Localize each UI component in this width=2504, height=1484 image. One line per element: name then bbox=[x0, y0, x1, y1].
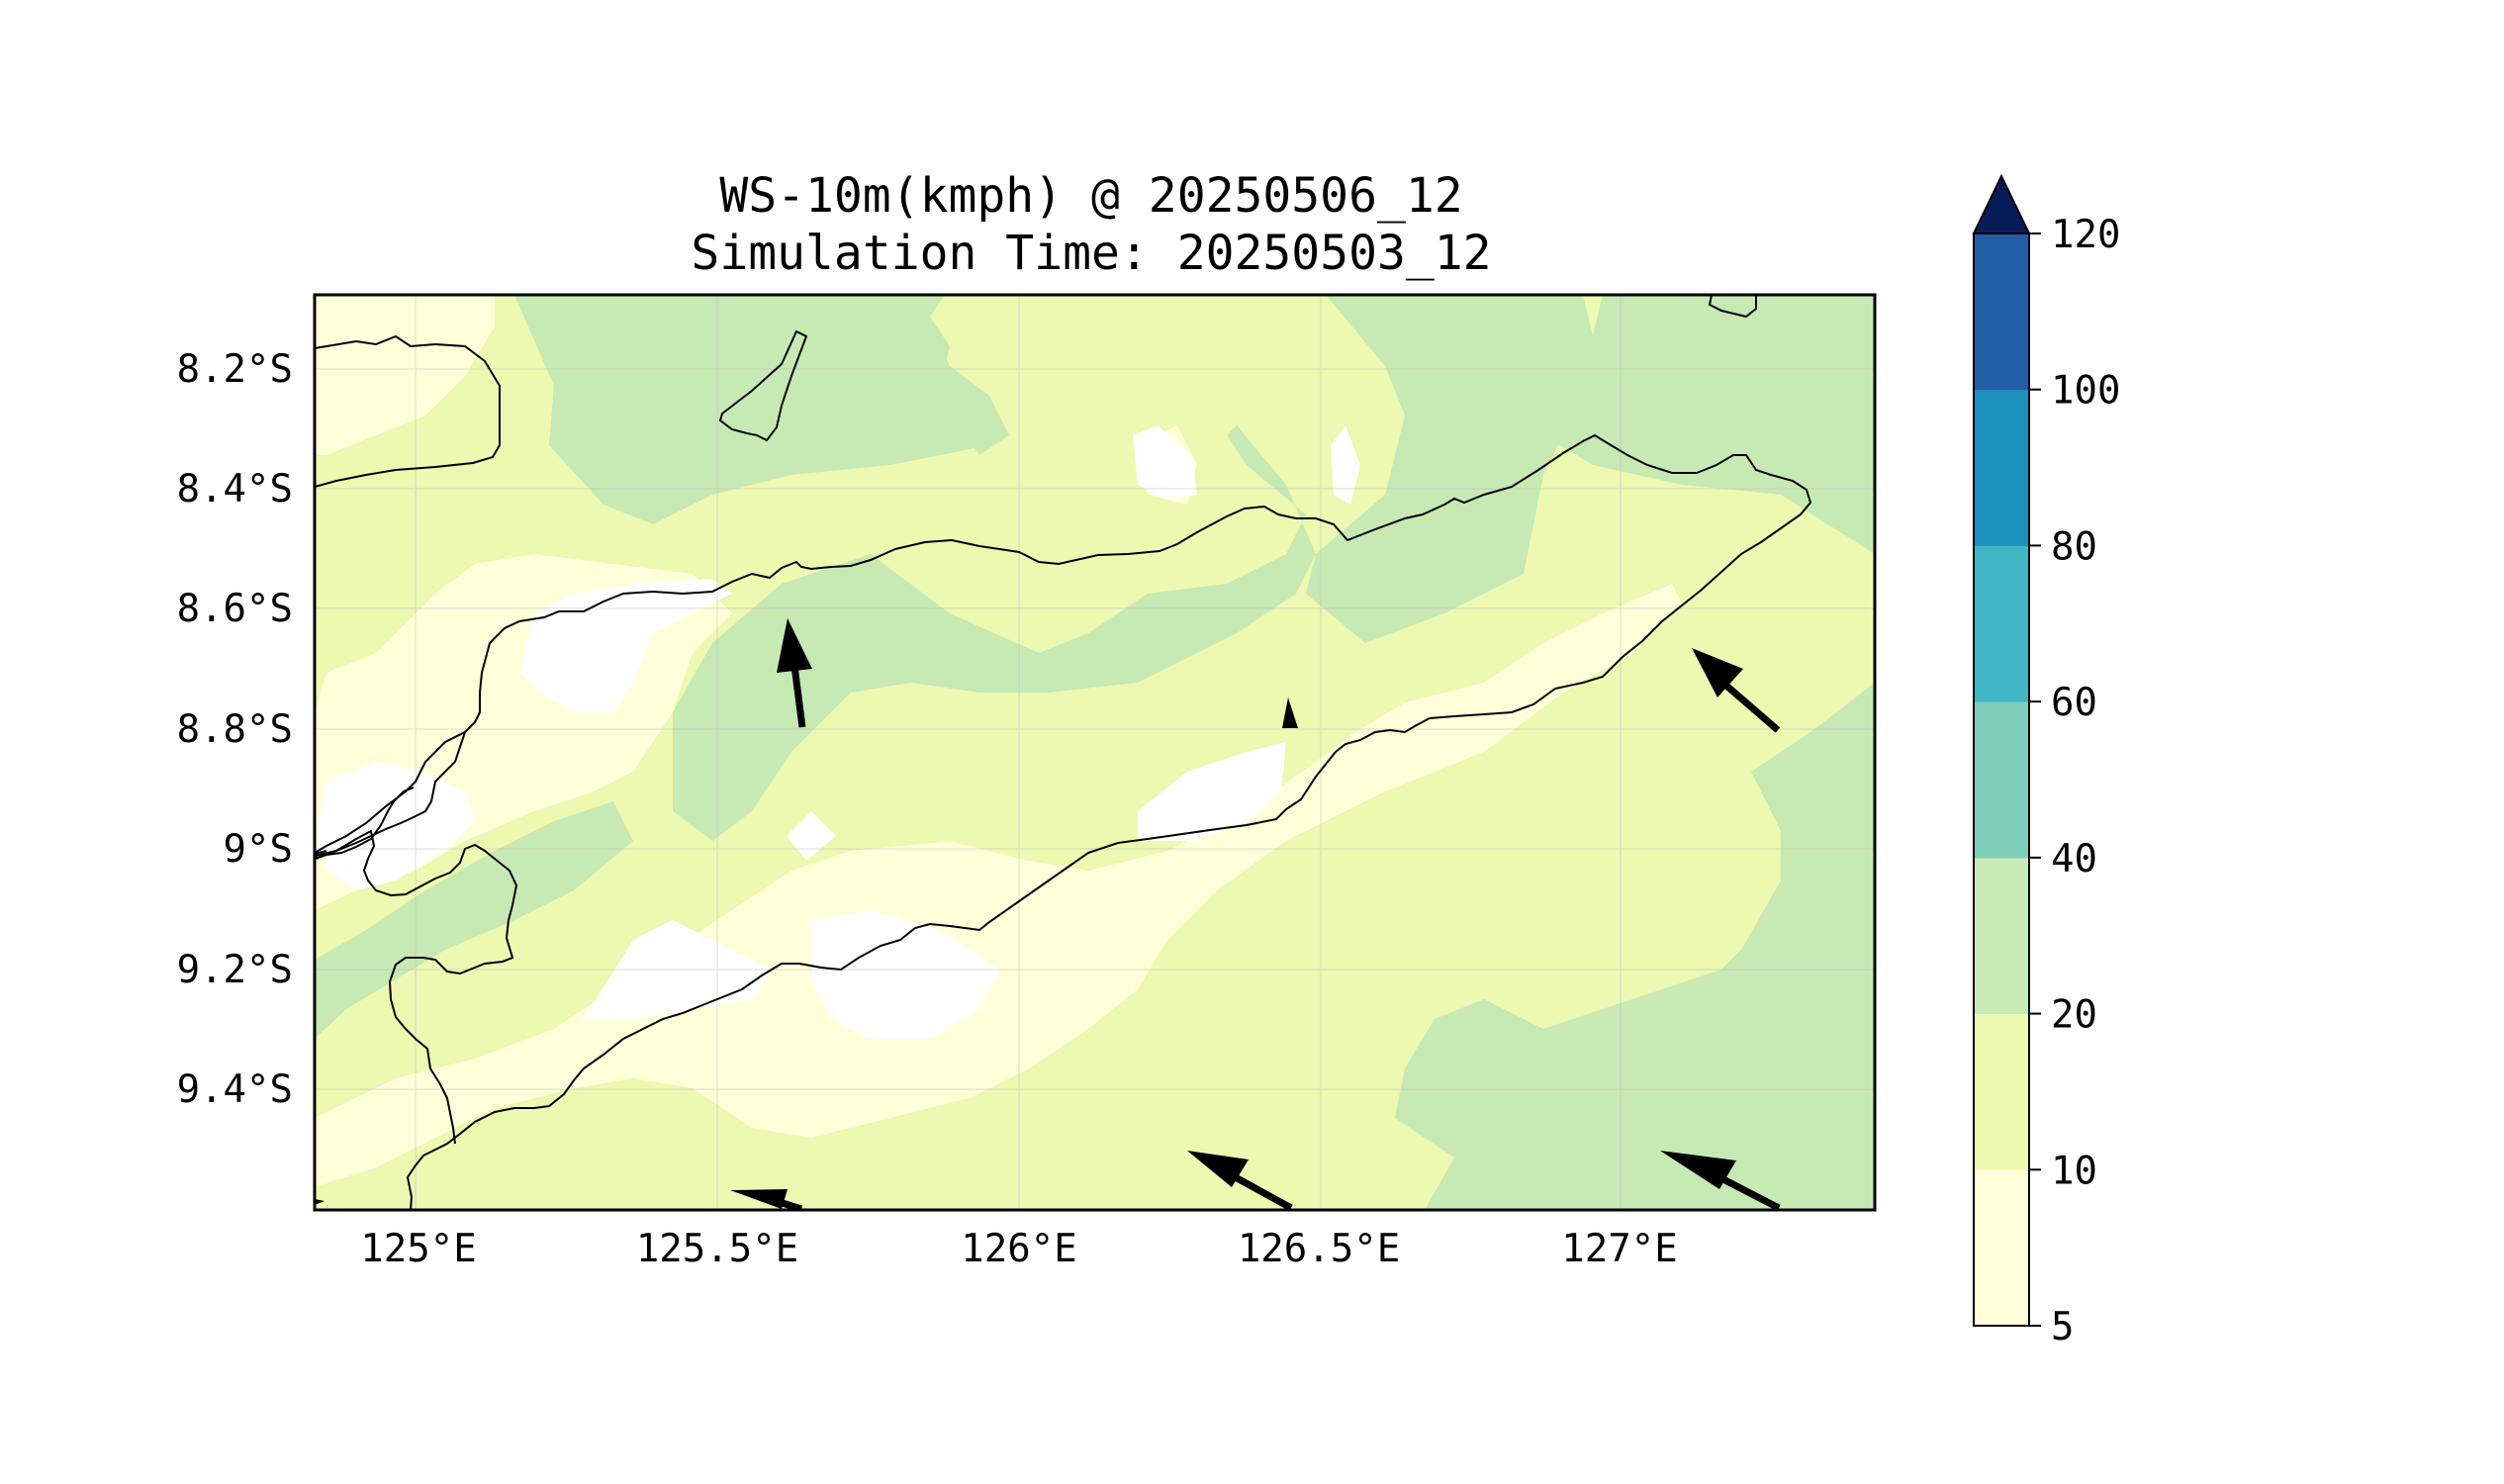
gridlines bbox=[315, 295, 1875, 1210]
wind-arrow bbox=[777, 618, 812, 728]
x-tick-label: 125°E bbox=[360, 1227, 476, 1271]
colorbar-tick-label: 40 bbox=[2051, 837, 2097, 881]
field-20-40-ridge bbox=[673, 425, 1316, 841]
colorbar-tick-label: 20 bbox=[2051, 993, 2097, 1038]
x-tick-label: 125.5°E bbox=[636, 1227, 798, 1271]
colorbar-tick-label: 60 bbox=[2051, 681, 2097, 725]
y-tick-label: 9°S bbox=[224, 827, 293, 872]
colorbar-segment bbox=[1974, 233, 2029, 391]
x-tick-label: 126°E bbox=[961, 1227, 1076, 1271]
coastline-small-island bbox=[718, 329, 808, 442]
colorbar-tick-label: 80 bbox=[2051, 524, 2097, 569]
colorbar-extend-max bbox=[1972, 173, 2031, 234]
field-below-5-e bbox=[1138, 742, 1286, 841]
field-below-5-h bbox=[1331, 425, 1360, 505]
x-axis: 125°E 125.5°E 126°E 126.5°E 127°E bbox=[360, 1227, 1677, 1271]
colorbar-segment bbox=[1974, 1013, 2029, 1170]
wind-arrows bbox=[315, 618, 1781, 1210]
y-axis: 8.2°S 8.4°S 8.6°S 8.8°S 9°S 9.2°S 9.4°S bbox=[177, 347, 293, 1112]
colorbar-segment bbox=[1974, 389, 2029, 546]
colorbar-segment bbox=[1974, 545, 2029, 702]
y-tick-label: 9.4°S bbox=[177, 1067, 293, 1112]
colorbar-segment bbox=[1974, 1169, 2029, 1327]
coastline-timor-main bbox=[315, 433, 1812, 1210]
wind-arrow bbox=[1660, 1151, 1781, 1210]
coastline-northeast-islet bbox=[1708, 295, 1757, 319]
colorbar: 5 10 20 40 60 80 100 120 bbox=[1972, 173, 2120, 1349]
field-below-5-d bbox=[811, 910, 999, 1039]
coastline-atauro-west bbox=[315, 787, 415, 860]
wind-arrow bbox=[1282, 697, 1298, 728]
wind-arrow bbox=[1692, 648, 1781, 733]
wind-arrow bbox=[315, 1199, 325, 1205]
map-frame bbox=[313, 293, 1877, 1212]
chart-title: WS-10m(kmph) @ 20250506_12 bbox=[719, 168, 1463, 224]
field-20-40-northwest-small bbox=[890, 295, 1009, 455]
field-20-40-north bbox=[514, 295, 999, 524]
coastline-southwest bbox=[315, 829, 518, 1145]
chart-subtitle: Simulation Time: 20250503_12 bbox=[691, 226, 1492, 281]
colorbar-tick-label: 100 bbox=[2051, 369, 2120, 414]
y-tick-label: 9.2°S bbox=[177, 948, 293, 992]
field-5-10-northwest bbox=[315, 295, 495, 455]
colorbar-tick-label: 5 bbox=[2051, 1305, 2074, 1349]
field-5-10-south bbox=[315, 584, 1682, 1187]
x-tick-label: 126.5°E bbox=[1238, 1227, 1400, 1271]
colorbar-segment bbox=[1974, 857, 2029, 1015]
coastline-wetar bbox=[315, 334, 501, 488]
y-tick-label: 8.6°S bbox=[177, 587, 293, 631]
wind-speed-map bbox=[315, 295, 1875, 1210]
y-tick-label: 8.4°S bbox=[177, 467, 293, 511]
x-tick-label: 127°E bbox=[1561, 1227, 1677, 1271]
field-20-40-northeast bbox=[1306, 295, 1603, 643]
coastlines bbox=[315, 295, 1812, 1210]
wind-arrow bbox=[730, 1189, 803, 1210]
wind-arrow bbox=[1187, 1151, 1293, 1210]
colorbar-outline bbox=[1973, 232, 2030, 1327]
field-20-40-west bbox=[315, 801, 633, 1039]
y-tick-label: 8.2°S bbox=[177, 347, 293, 392]
field-20-40-southeast bbox=[1395, 683, 1875, 1210]
colorbar-tick-label: 120 bbox=[2051, 213, 2120, 257]
field-below-5-g bbox=[1133, 425, 1197, 500]
coastline-west-bay bbox=[315, 731, 466, 860]
colorbar-tick-label: 10 bbox=[2051, 1149, 2097, 1193]
colorbar-segment bbox=[1974, 701, 2029, 859]
y-tick-label: 8.8°S bbox=[177, 707, 293, 752]
